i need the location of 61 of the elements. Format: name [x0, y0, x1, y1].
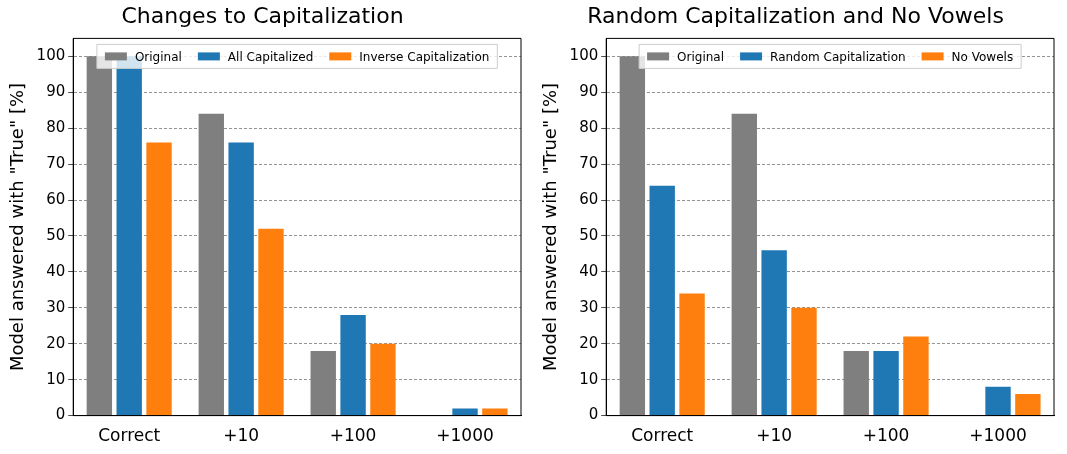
x-tick-label: Correct	[631, 425, 694, 446]
y-tick-label: 40	[46, 261, 66, 280]
y-tick-label: 60	[46, 189, 66, 208]
x-tick-label: +100	[329, 425, 377, 446]
bar	[679, 293, 705, 416]
bar	[1015, 394, 1041, 416]
bar	[310, 350, 336, 416]
y-tick-label: 100	[569, 46, 599, 65]
y-tick-label: 80	[579, 118, 599, 137]
y-tick-label: 40	[579, 261, 599, 280]
y-tick-label: 0	[588, 405, 599, 424]
bar	[619, 56, 646, 416]
y-tick-label: 50	[46, 225, 66, 244]
chart-title: Random Capitalization and No Vowels	[587, 2, 1004, 28]
bar	[649, 185, 675, 416]
y-tick-label: 50	[579, 225, 599, 244]
bar	[731, 113, 757, 416]
bar	[985, 386, 1011, 416]
y-tick-label: 30	[46, 297, 66, 316]
legend-label: Random Capitalization	[770, 49, 906, 64]
y-tick-label: 10	[46, 369, 66, 388]
legend-label: Original	[677, 49, 725, 64]
bar	[258, 228, 284, 416]
legend-label: Inverse Capitalization	[359, 49, 490, 64]
y-tick-label: 10	[579, 369, 599, 388]
y-tick-label: 0	[55, 405, 66, 424]
legend-label: Original	[134, 49, 182, 64]
x-tick-label: +1000	[969, 425, 1027, 446]
legend-label: All Capitalized	[227, 49, 314, 64]
y-tick-label: 90	[46, 82, 66, 101]
bar	[873, 350, 899, 416]
x-tick-label: Correct	[98, 425, 161, 446]
bar	[146, 142, 172, 416]
bar	[370, 343, 396, 416]
x-tick-label: +10	[756, 425, 793, 446]
x-tick-label: +1000	[436, 425, 494, 446]
x-tick-label: +10	[223, 425, 260, 446]
legend-label: No Vowels	[951, 49, 1014, 64]
bar	[791, 307, 817, 416]
bar	[843, 350, 869, 416]
chart-title: Changes to Capitalization	[121, 2, 404, 28]
y-tick-label: 20	[46, 333, 66, 352]
y-tick-label: 100	[36, 46, 66, 65]
y-tick-label: 20	[579, 333, 599, 352]
y-tick-label: 80	[46, 118, 66, 137]
bar	[228, 142, 254, 416]
bar	[452, 408, 478, 416]
y-tick-label: 60	[579, 189, 599, 208]
bar	[340, 315, 366, 416]
bar	[198, 113, 224, 416]
x-tick-label: +100	[862, 425, 910, 446]
y-tick-label: 70	[579, 154, 599, 173]
bar	[482, 408, 508, 416]
bar	[761, 250, 787, 416]
y-tick-label: 70	[46, 154, 66, 173]
bar	[86, 56, 113, 416]
bar	[903, 336, 929, 416]
y-axis-title: Model answered with "True" [%]	[6, 82, 28, 372]
y-tick-label: 90	[579, 82, 599, 101]
y-axis-title: Model answered with "True" [%]	[539, 82, 561, 372]
y-tick-label: 30	[579, 297, 599, 316]
